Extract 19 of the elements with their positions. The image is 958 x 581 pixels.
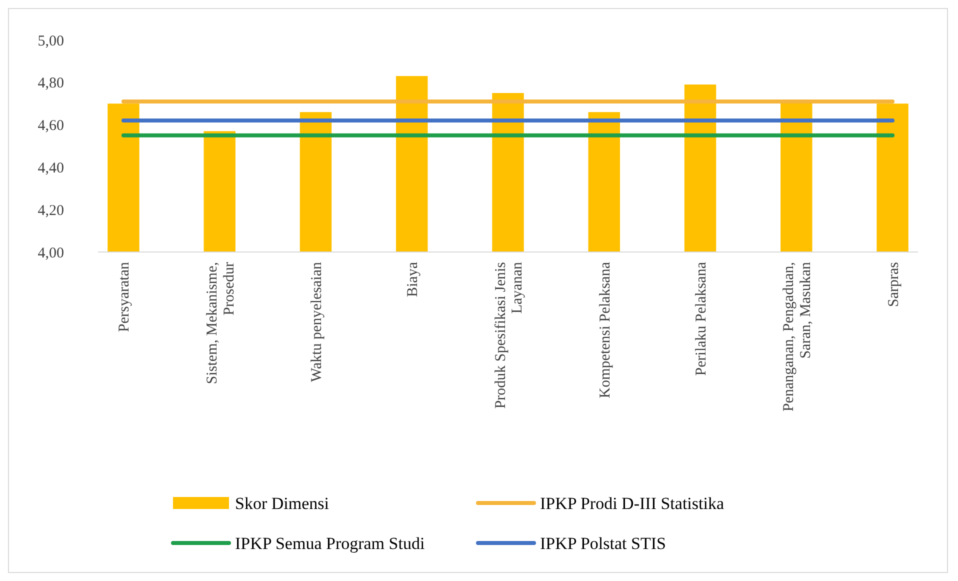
y-tick-label: 4,20 — [38, 202, 64, 219]
x-tick-label: Waktu penyelesaian — [308, 262, 325, 382]
x-tick-label: Perilaku Pelaksana — [694, 262, 710, 376]
y-tick-label: 5,00 — [38, 33, 64, 50]
legend-label: IPKP Semua Program Studi — [235, 534, 425, 553]
y-tick-label: 4,80 — [38, 76, 64, 92]
y-tick-label: 4,40 — [38, 160, 64, 176]
y-tick-label: 4,00 — [38, 245, 64, 262]
x-tick-label: Kompetensi Pelaksana — [597, 262, 614, 398]
y-tick-label: 4,60 — [38, 118, 64, 134]
x-tick-label: Penanganan, Pengaduan, Saran, Masukan — [781, 262, 814, 412]
x-tick-label: Sarpras — [886, 262, 902, 307]
x-tick-label: Persyaratan — [116, 262, 133, 332]
x-tick-label: Sistem, Mekanisme, Prosedur — [204, 262, 238, 384]
legend-label: IPKP Prodi D-III Statistika — [540, 494, 724, 513]
x-tick-label: Produk Spesifikasi Jenis Layanan — [492, 262, 526, 409]
x-tick-label: Biaya — [405, 262, 422, 297]
legend-label: IPKP Polstat STIS — [540, 534, 666, 553]
legend-label: Skor Dimensi — [235, 494, 330, 513]
